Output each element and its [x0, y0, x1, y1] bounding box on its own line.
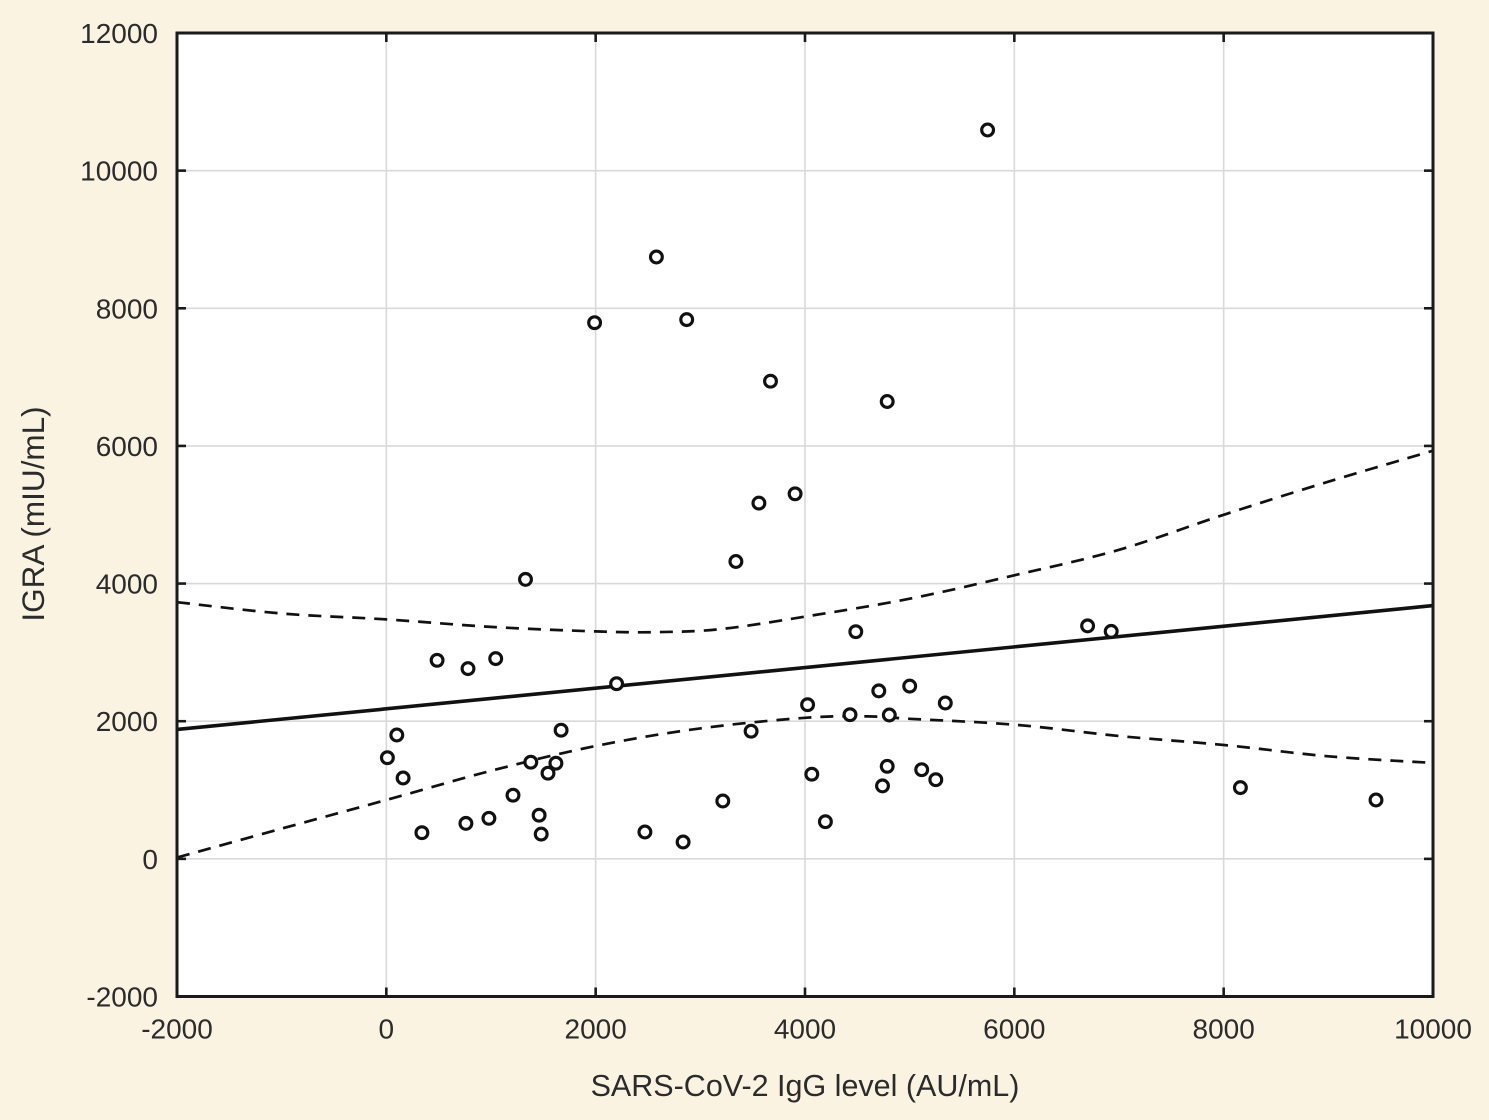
data-point: [842, 707, 858, 723]
y-tick-label: 8000: [96, 293, 158, 324]
data-point: [458, 815, 474, 831]
data-point: [751, 495, 767, 511]
data-point: [379, 750, 395, 766]
data-point: [817, 814, 833, 830]
x-tick-label: -2000: [141, 1014, 213, 1045]
data-point: [848, 624, 864, 640]
x-tick-label: 10000: [1394, 1014, 1472, 1045]
data-point: [587, 315, 603, 331]
y-tick-label: -2000: [86, 982, 158, 1013]
data-point: [728, 554, 744, 569]
data-point: [389, 727, 405, 743]
data-points: [379, 122, 1384, 850]
data-point: [548, 755, 564, 771]
y-tick-label: 12000: [80, 18, 158, 49]
data-point: [460, 661, 476, 677]
data-point: [879, 394, 895, 409]
data-point: [937, 695, 953, 711]
y-tick-label: 4000: [96, 569, 158, 600]
data-point: [1368, 792, 1384, 808]
data-point: [871, 683, 887, 699]
data-point: [902, 678, 918, 694]
data-point: [881, 707, 897, 723]
data-point: [928, 772, 944, 788]
tick-labels: -2000 0 2000 4000 6000 8000 10000 -2000 0 2000 400…: [80, 18, 1472, 1045]
data-point: [518, 571, 533, 587]
data-point: [804, 766, 820, 782]
x-tick-label: 0: [379, 1014, 395, 1045]
data-point: [395, 770, 411, 786]
data-point: [980, 122, 996, 138]
x-tick-label: 6000: [983, 1014, 1045, 1045]
x-axis-title: SARS-CoV-2 IgG level (AU/mL): [591, 1069, 1020, 1103]
tick-marks: [175, 31, 1435, 998]
y-tick-label: 2000: [96, 706, 158, 737]
data-point: [540, 765, 556, 781]
data-point: [553, 722, 569, 738]
data-point: [531, 807, 547, 823]
x-tick-label: 2000: [565, 1014, 627, 1045]
data-point: [637, 824, 653, 840]
data-point: [1080, 618, 1096, 634]
data-point: [523, 754, 539, 770]
data-point: [800, 697, 816, 713]
x-tick-label: 4000: [774, 1014, 836, 1045]
x-tick-label: 8000: [1193, 1014, 1255, 1045]
data-point: [875, 778, 890, 794]
regression-line: [176, 603, 1434, 732]
data-point: [609, 676, 625, 692]
y-tick-label: 6000: [96, 431, 158, 462]
y-axis-title: IGRA (mIU/mL): [15, 406, 51, 621]
data-point: [648, 249, 664, 265]
data-point: [763, 373, 778, 389]
data-point: [533, 826, 549, 842]
data-point: [743, 723, 759, 739]
data-point: [414, 825, 430, 841]
y-tick-label: 10000: [80, 156, 158, 187]
data-point: [675, 834, 691, 850]
data-point: [1232, 780, 1248, 796]
data-point: [787, 486, 803, 502]
data-point: [679, 312, 695, 328]
y-tick-label: 0: [142, 844, 158, 875]
data-point: [481, 810, 497, 826]
data-point: [1103, 623, 1119, 639]
confidence-bands: [176, 449, 1434, 859]
data-point: [715, 793, 731, 809]
data-point: [488, 651, 504, 667]
data-point: [505, 787, 521, 803]
data-point: [914, 762, 930, 778]
data-point: [429, 652, 445, 668]
data-point: [879, 758, 895, 774]
